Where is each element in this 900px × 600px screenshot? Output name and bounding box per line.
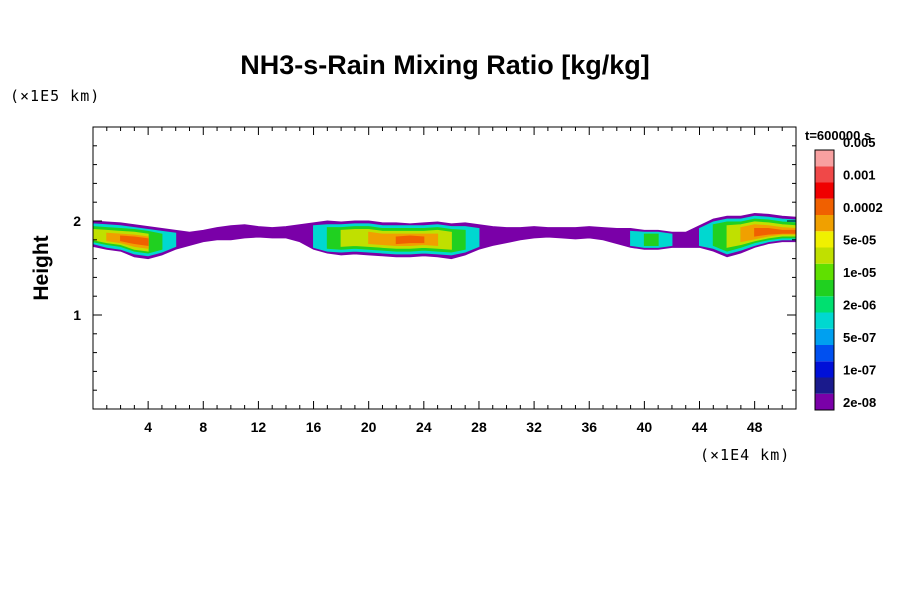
colorbar-label: 1e-07	[843, 362, 876, 377]
x-tick-label: 12	[251, 419, 267, 435]
y-axis-label: Height	[30, 235, 53, 300]
x-tick-label: 24	[416, 419, 432, 435]
colorbar-swatch	[815, 280, 834, 297]
x-tick-label: 36	[581, 419, 597, 435]
contour-layer-5-run-1	[395, 235, 425, 245]
colorbar-swatch	[815, 166, 834, 183]
colorbar-label: 0.001	[843, 167, 876, 182]
colorbar-swatch	[815, 247, 834, 264]
y-tick-label: 1	[73, 307, 81, 323]
y-axis-unit: (×1E5 km)	[10, 87, 100, 105]
x-tick-label: 48	[747, 419, 763, 435]
x-tick-label: 28	[471, 419, 487, 435]
contour-layer-5-run-0	[120, 235, 149, 247]
chart-title: NH3-s-Rain Mixing Ratio [kg/kg]	[240, 50, 650, 80]
x-tick-label: 20	[361, 419, 377, 435]
colorbar-swatch	[815, 361, 834, 378]
contour-layer-2-run-2	[643, 233, 659, 246]
x-tick-label: 4	[144, 419, 152, 435]
colorbar-swatch	[815, 393, 834, 410]
colorbar-label: 0.005	[843, 135, 876, 150]
colorbar-swatch	[815, 263, 834, 280]
colorbar-swatch	[815, 182, 834, 199]
colorbar-label: 5e-05	[843, 232, 876, 247]
colorbar-swatch	[815, 215, 834, 232]
colorbar-swatch	[815, 345, 834, 362]
colorbar-label: 1e-05	[843, 265, 876, 280]
colorbar-swatch	[815, 150, 834, 167]
colorbar-label: 0.0002	[843, 200, 883, 215]
colorbar: 2e-08 1e-07 5e-07 2e-06 1e-05 5e-05 0.0002 0.00…	[814, 135, 883, 411]
contour-layer-5-run-2	[754, 228, 796, 237]
colorbar-frame	[814, 149, 835, 411]
y-tick-label: 2	[73, 213, 81, 229]
plot-frame	[92, 126, 797, 410]
x-tick-label: 8	[199, 419, 207, 435]
colorbar-label: 5e-07	[843, 330, 876, 345]
x-tick-label: 40	[637, 419, 653, 435]
x-axis-unit: (×1E4 km)	[700, 446, 790, 464]
x-tick-label: 32	[526, 419, 542, 435]
x-tick-label: 44	[692, 419, 708, 435]
plot-area	[93, 212, 796, 260]
colorbar-swatch	[815, 312, 834, 329]
time-label: t=600000 s	[805, 128, 871, 143]
colorbar-swatch	[815, 231, 834, 248]
colorbar-label: 2e-06	[843, 297, 876, 312]
x-tick-label: 16	[306, 419, 322, 435]
colorbar-swatch	[815, 377, 834, 394]
colorbar-swatch	[815, 198, 834, 215]
colorbar-swatch	[815, 296, 834, 313]
colorbar-label: 2e-08	[843, 395, 876, 410]
colorbar-swatch	[815, 328, 834, 345]
